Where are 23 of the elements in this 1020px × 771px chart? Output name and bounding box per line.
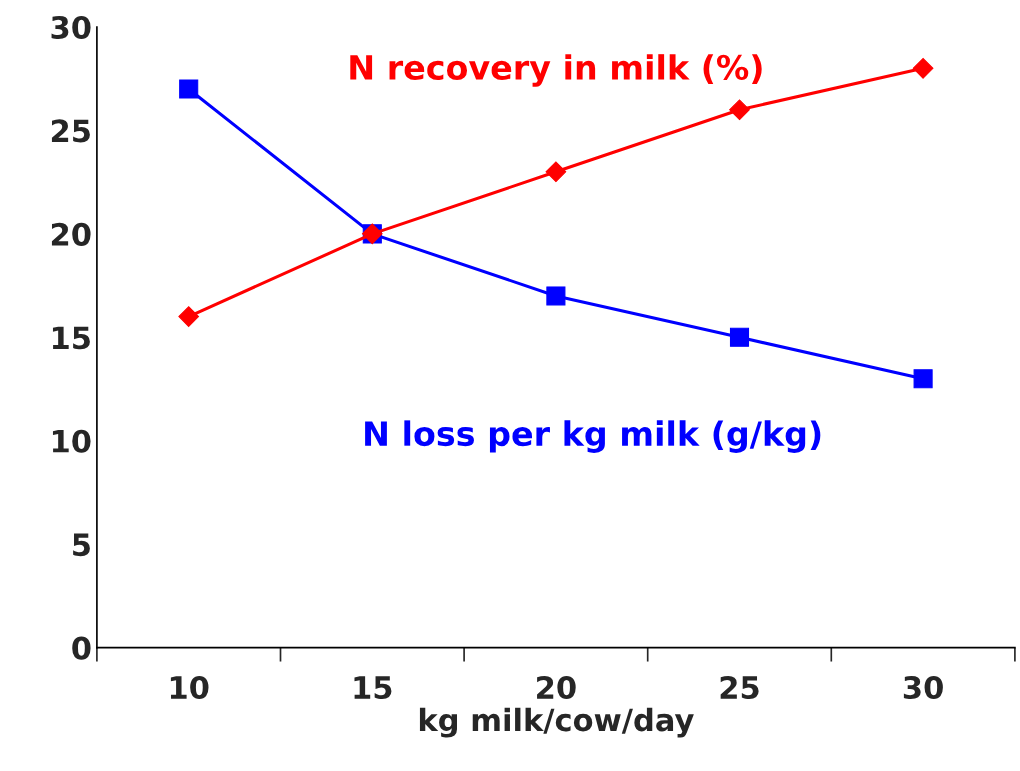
x-tick-label: 20 xyxy=(537,675,576,700)
y-tick-label: 25 xyxy=(51,119,90,143)
y-tick-label: 5 xyxy=(73,533,90,557)
series-label: N loss per kg milk (g/kg) xyxy=(365,420,821,453)
y-tick-label: 0 xyxy=(72,636,91,660)
y-tick-label: 15 xyxy=(52,326,90,350)
point xyxy=(729,327,750,347)
y-tick-label: 30 xyxy=(51,15,91,40)
series-label: N recovery in milk (%) xyxy=(350,54,762,87)
x-axis-title: kg milk/cow/day xyxy=(419,707,694,738)
point xyxy=(912,58,934,79)
point xyxy=(913,369,933,389)
x-tick-label: 30 xyxy=(903,675,943,700)
y-tick-label: 20 xyxy=(51,222,91,246)
x-tick-label: 15 xyxy=(354,676,392,700)
point xyxy=(545,161,567,183)
point xyxy=(729,99,750,121)
point xyxy=(546,286,566,306)
y-tick-label: 10 xyxy=(52,429,91,453)
x-tick-label: 25 xyxy=(720,675,759,700)
x-tick-label: 10 xyxy=(170,675,209,700)
point xyxy=(179,79,199,99)
point xyxy=(178,306,200,327)
